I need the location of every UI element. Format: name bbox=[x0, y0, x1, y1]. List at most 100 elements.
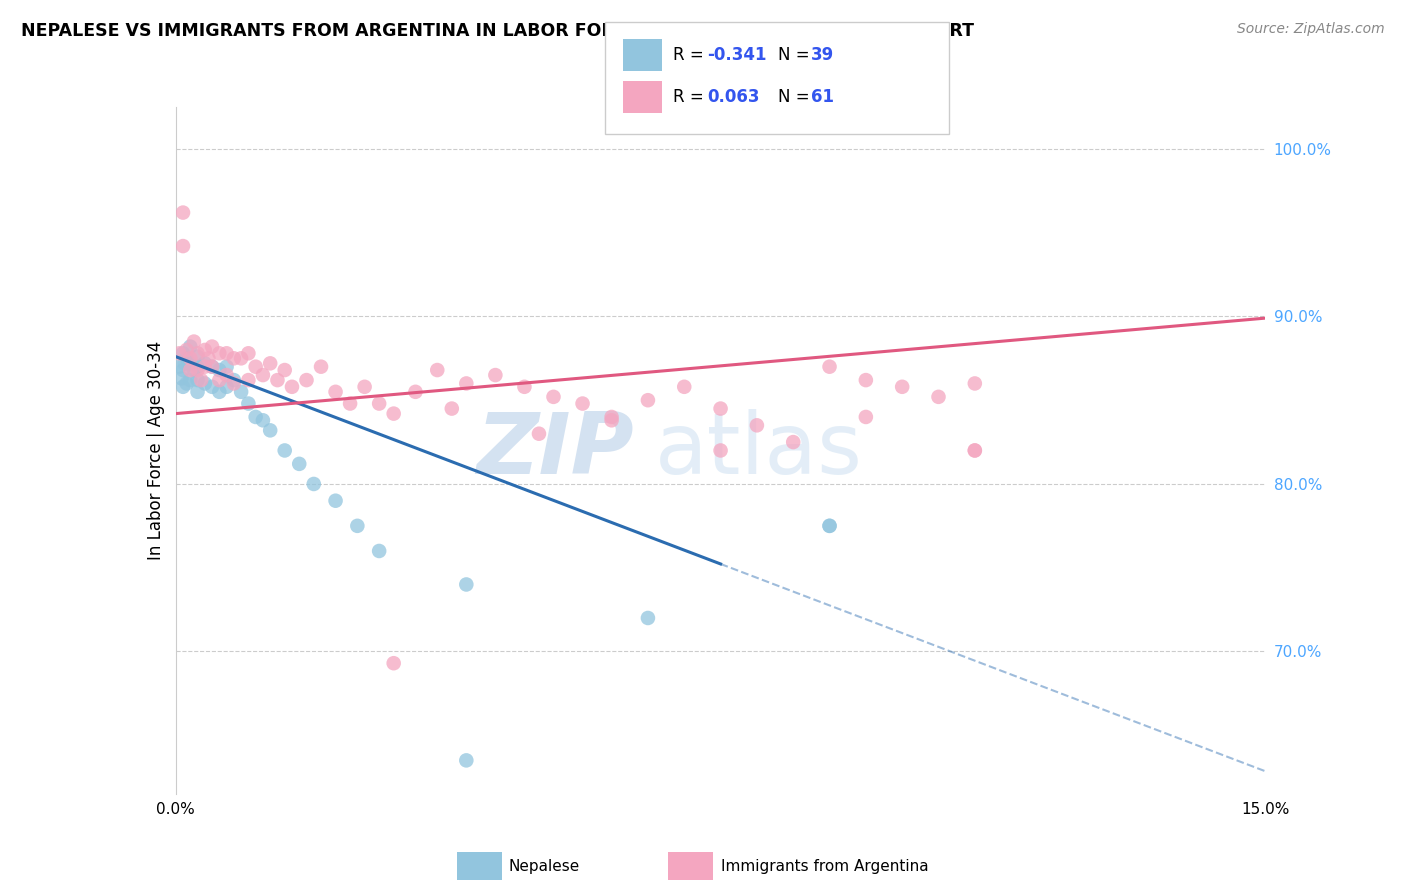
Point bbox=[600, 413, 623, 427]
Point bbox=[222, 376, 245, 391]
Point bbox=[405, 384, 427, 399]
Text: Source: ZipAtlas.com: Source: ZipAtlas.com bbox=[1237, 22, 1385, 37]
Point bbox=[782, 435, 804, 450]
Text: NEPALESE VS IMMIGRANTS FROM ARGENTINA IN LABOR FORCE | AGE 30-34 CORRELATION CHA: NEPALESE VS IMMIGRANTS FROM ARGENTINA IN… bbox=[21, 22, 974, 40]
Text: N =: N = bbox=[778, 46, 814, 64]
Point bbox=[215, 380, 238, 394]
Point bbox=[194, 356, 217, 370]
Point bbox=[325, 493, 347, 508]
Point bbox=[197, 351, 219, 366]
Point bbox=[172, 346, 194, 360]
Point bbox=[266, 373, 288, 387]
Point bbox=[172, 205, 194, 219]
Point bbox=[891, 380, 914, 394]
Point bbox=[274, 443, 297, 458]
Text: R =: R = bbox=[673, 46, 710, 64]
Point bbox=[183, 334, 205, 349]
Point bbox=[208, 373, 231, 387]
Point bbox=[673, 380, 696, 394]
Point bbox=[172, 363, 194, 377]
Point bbox=[179, 363, 201, 377]
Point bbox=[238, 346, 260, 360]
Point bbox=[339, 396, 361, 410]
Point bbox=[201, 359, 224, 374]
Text: 39: 39 bbox=[811, 46, 835, 64]
Point bbox=[710, 443, 733, 458]
Point bbox=[176, 376, 198, 391]
Point bbox=[208, 384, 231, 399]
Point bbox=[281, 380, 304, 394]
Point bbox=[426, 363, 449, 377]
Point bbox=[963, 443, 986, 458]
Text: 0.063: 0.063 bbox=[707, 88, 759, 106]
Point bbox=[194, 359, 217, 374]
Point bbox=[231, 351, 253, 366]
Point bbox=[963, 443, 986, 458]
Point bbox=[440, 401, 463, 416]
Point bbox=[259, 423, 281, 437]
Point bbox=[259, 356, 281, 370]
Point bbox=[818, 519, 841, 533]
Point bbox=[186, 363, 209, 377]
Point bbox=[484, 368, 506, 382]
Point bbox=[194, 376, 217, 391]
Point bbox=[382, 407, 405, 421]
Point bbox=[252, 413, 274, 427]
Point bbox=[176, 351, 198, 366]
Point bbox=[179, 373, 201, 387]
Point bbox=[179, 351, 201, 366]
Point bbox=[309, 359, 332, 374]
Point bbox=[183, 363, 205, 377]
Point bbox=[222, 373, 245, 387]
Point bbox=[274, 363, 297, 377]
Point bbox=[513, 380, 536, 394]
Point bbox=[745, 418, 768, 433]
Point bbox=[325, 384, 347, 399]
Point bbox=[818, 519, 841, 533]
Point bbox=[527, 426, 550, 441]
Point bbox=[169, 359, 191, 374]
Point bbox=[176, 343, 198, 357]
Point bbox=[818, 359, 841, 374]
Point bbox=[208, 363, 231, 377]
Point bbox=[215, 368, 238, 382]
Point bbox=[245, 359, 267, 374]
Point bbox=[637, 393, 659, 408]
Point bbox=[288, 457, 311, 471]
Point bbox=[173, 356, 195, 370]
Point bbox=[245, 409, 267, 424]
Point bbox=[368, 396, 391, 410]
Point bbox=[186, 346, 209, 360]
Point bbox=[600, 409, 623, 424]
Point bbox=[215, 359, 238, 374]
Point bbox=[710, 401, 733, 416]
Point bbox=[186, 359, 209, 374]
Text: -0.341: -0.341 bbox=[707, 46, 766, 64]
Text: Immigrants from Argentina: Immigrants from Argentina bbox=[721, 859, 929, 873]
Point bbox=[201, 340, 224, 354]
Point bbox=[169, 346, 191, 360]
Point bbox=[215, 346, 238, 360]
Point bbox=[179, 356, 201, 370]
Point bbox=[855, 373, 877, 387]
Text: Nepalese: Nepalese bbox=[509, 859, 581, 873]
Point bbox=[238, 373, 260, 387]
Point bbox=[543, 390, 565, 404]
Point bbox=[346, 519, 368, 533]
Point bbox=[179, 340, 201, 354]
Text: atlas: atlas bbox=[655, 409, 863, 492]
Y-axis label: In Labor Force | Age 30-34: In Labor Force | Age 30-34 bbox=[146, 341, 165, 560]
Point bbox=[170, 371, 193, 385]
Point bbox=[855, 409, 877, 424]
Point bbox=[456, 376, 478, 391]
Point bbox=[571, 396, 593, 410]
Text: ZIP: ZIP bbox=[475, 409, 633, 492]
Point bbox=[252, 368, 274, 382]
Point bbox=[222, 351, 245, 366]
Text: R =: R = bbox=[673, 88, 710, 106]
Point bbox=[302, 477, 325, 491]
Point bbox=[172, 380, 194, 394]
Point bbox=[231, 384, 253, 399]
Point bbox=[295, 373, 318, 387]
Point bbox=[201, 380, 224, 394]
